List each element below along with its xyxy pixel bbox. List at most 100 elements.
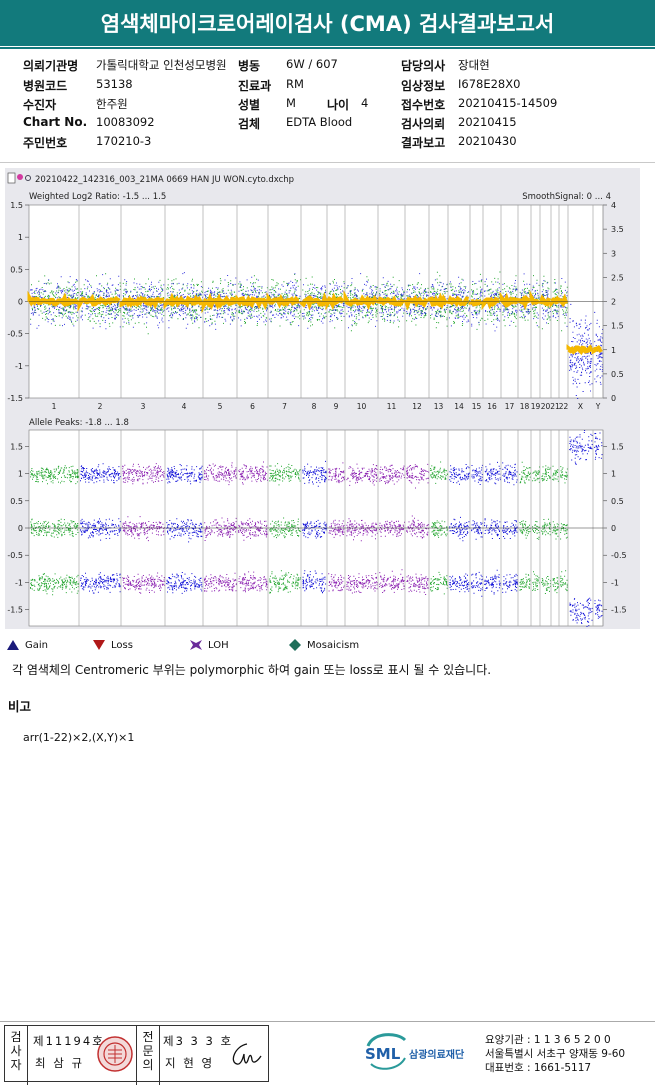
sml-brand-name: 삼광의료재단	[409, 1048, 465, 1061]
top-chrom-13-points	[427, 271, 448, 329]
receipt-label: 접수번호	[401, 98, 446, 112]
centromere-note: 각 염색체의 Centromeric 부위는 polymorphic 하여 ga…	[12, 663, 492, 677]
allele-peak-points	[532, 466, 540, 591]
bottom-y-tick-label: 1.5	[10, 442, 23, 451]
pathologist-label-text: 전문의	[142, 1030, 154, 1072]
age-value: 4	[361, 96, 369, 110]
request-label: 검사의뢰	[401, 117, 446, 131]
allele-peak-points	[238, 461, 268, 593]
resident-label: 주민번호	[23, 136, 68, 150]
chrom-label-6: 6	[250, 402, 255, 411]
bottom-y-tick-label: -1	[15, 578, 23, 587]
bottom-chrom-15-points	[471, 464, 483, 597]
chrom-label-8: 8	[312, 402, 317, 411]
smooth-signal-line	[403, 294, 429, 311]
legend-gain-label: Gain	[25, 639, 48, 651]
org-phone: 대표번호 : 1661-5117	[485, 1062, 592, 1074]
org-code: 요양기관 : 1 1 3 6 5 2 0 0	[485, 1034, 611, 1046]
log2-ratio-panel: 1.510.50-0.5-1-1.543.532.521.510.501 2 3 4 5…	[7, 201, 623, 411]
file-name: 20210422_142316_003_21MA 0669 HAN JU WON…	[35, 175, 294, 185]
sml-brand-text: SML	[365, 1045, 401, 1063]
footer-divider	[0, 1021, 655, 1022]
karyotype-result: arr(1-22)×2,(X,Y)×1	[23, 731, 135, 744]
dept-label: 진료과	[238, 79, 272, 93]
chrom-label-19: 19	[531, 402, 541, 411]
specimen-label: 검체	[238, 117, 261, 131]
chrom-label-22: 22	[559, 402, 569, 411]
smooth-signal-line	[557, 293, 569, 308]
top-scatter-b	[560, 278, 568, 327]
smooth-signal-line	[163, 292, 203, 310]
top-scatter-a	[30, 275, 80, 326]
top-chrom-4-points	[163, 272, 203, 329]
bottom-right-tick-label: -0.5	[611, 551, 627, 560]
top-scatter-b	[519, 273, 531, 318]
resident-value: 170210-3	[96, 134, 152, 148]
top-right-tick-label: 0	[611, 394, 616, 403]
top-panel-right-title: SmoothSignal: 0 ... 4	[522, 192, 611, 202]
top-y-tick-label: 0	[18, 298, 23, 307]
bottom-chrom-18-points	[519, 461, 531, 591]
pathologist-label: 전문의	[136, 1026, 160, 1085]
remarks-label: 비고	[8, 699, 32, 714]
allele-peak-points	[30, 465, 79, 596]
top-chrom-X-points	[566, 303, 594, 399]
smooth-signal-line	[591, 345, 603, 355]
top-scatter-a	[541, 275, 551, 330]
smooth-signal-line	[446, 295, 470, 308]
org-street-address: 서울특별시 서초구 양재동 9-60	[485, 1048, 626, 1060]
inspector-label: 검사자	[5, 1026, 28, 1085]
mosaicism-diamond-icon	[289, 639, 301, 651]
top-chrom-15-points	[468, 273, 483, 330]
chrom-label-18: 18	[520, 402, 530, 411]
bottom-chrom-21-points	[552, 465, 559, 594]
sex-label: 성별	[238, 98, 261, 112]
allele-peak-points	[302, 460, 327, 594]
smooth-signal-line	[201, 292, 238, 314]
hospital-value: 가톨릭대학교 인천성모병원	[96, 58, 227, 72]
signature-box: 검사자 제11194호 최 삼 규 전문의 제3 3 3 호 지 현 영	[4, 1025, 269, 1085]
code-value: 53138	[96, 77, 133, 91]
chrom-label-4: 4	[182, 402, 187, 411]
chrom-label-15: 15	[472, 402, 482, 411]
inspector-number: 제11194호	[33, 1034, 105, 1048]
smooth-signal-line	[566, 344, 594, 356]
cma-plot-svg: 20210422_142316_003_21MA 0669 HAN JU WON…	[7, 172, 627, 627]
doctor-label: 담당의사	[401, 59, 446, 73]
chrom-label-7: 7	[282, 402, 287, 411]
top-y-tick-label: -1.5	[7, 394, 23, 403]
legend-gain: Gain	[6, 639, 48, 651]
clinical-value: I678E28X0	[458, 77, 521, 91]
top-chrom-5-points	[201, 275, 238, 330]
allele-peak-points	[471, 464, 483, 597]
hospital-label: 의뢰기관명	[23, 59, 79, 73]
top-right-tick-label: 4	[611, 201, 616, 210]
legend-loss: Loss	[92, 639, 133, 651]
top-right-tick-label: 2.5	[611, 273, 624, 282]
top-right-tick-label: 3.5	[611, 225, 624, 234]
chart-no-value: 10083092	[96, 115, 155, 129]
request-value: 20210415	[458, 115, 517, 129]
report-title: 염색체마이크로어레이검사 (CMA) 검사결과보고서	[0, 0, 655, 46]
pathologist-number: 제3 3 3 호	[163, 1034, 234, 1048]
bottom-y-tick-label: -1.5	[7, 606, 23, 615]
top-scatter-a	[519, 280, 531, 321]
top-right-tick-label: 1.5	[611, 322, 624, 331]
allele-peak-points	[379, 464, 405, 593]
top-y-tick-label: -1	[15, 362, 23, 371]
pathologist-signature-icon	[232, 1043, 262, 1065]
top-scatter-b	[122, 279, 165, 329]
top-right-tick-label: 3	[611, 249, 616, 258]
age-label: 나이	[327, 98, 350, 112]
pathologist-name: 지 현 영	[165, 1056, 215, 1070]
smooth-signal-line	[468, 298, 483, 307]
chrom-label-9: 9	[334, 402, 339, 411]
chrom-label-X: X	[578, 402, 583, 411]
chrom-label-10: 10	[357, 402, 367, 411]
chrom-label-13: 13	[434, 402, 444, 411]
sml-logo: SML 삼광의료재단	[365, 1030, 480, 1070]
sex-value: M	[286, 96, 296, 110]
top-chrom-17-points	[499, 275, 520, 327]
top-chrom-Y-points	[591, 311, 603, 385]
allele-peak-points	[80, 463, 121, 594]
